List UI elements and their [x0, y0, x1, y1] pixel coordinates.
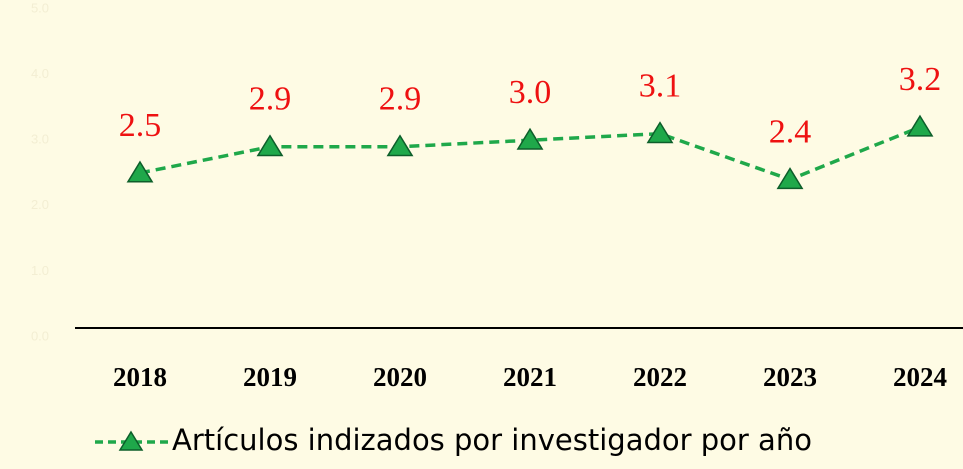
data-label: 3.2	[899, 61, 942, 98]
y-tick-label: 0.0	[31, 328, 49, 343]
marker	[386, 134, 414, 157]
data-label: 2.4	[769, 113, 812, 150]
y-tick-label: 2.0	[31, 197, 49, 212]
x-tick-label: 2024	[893, 362, 947, 392]
data-label: 3.0	[509, 74, 552, 111]
x-tick-label: 2023	[763, 362, 817, 392]
marker	[776, 167, 804, 190]
data-label: 2.9	[379, 81, 422, 118]
marker	[256, 134, 284, 157]
y-tick-label: 5.0	[31, 0, 49, 15]
y-tick-label: 3.0	[31, 132, 49, 147]
legend-marker	[118, 430, 144, 451]
data-label: 3.1	[639, 67, 682, 104]
marker	[906, 114, 934, 137]
y-tick-label: 4.0	[31, 66, 49, 81]
x-tick-label: 2020	[373, 362, 427, 392]
data-label: 2.5	[119, 107, 162, 144]
marker	[126, 160, 154, 183]
y-tick-label: 1.0	[31, 263, 49, 278]
x-tick-label: 2022	[633, 362, 687, 392]
data-label: 2.9	[249, 81, 292, 118]
legend-label: Artículos indizados por investigador por…	[172, 423, 812, 457]
x-tick-label: 2019	[243, 362, 297, 392]
marker	[646, 121, 674, 144]
x-tick-label: 2021	[503, 362, 557, 392]
marker	[516, 127, 544, 150]
x-tick-label: 2018	[113, 362, 167, 392]
